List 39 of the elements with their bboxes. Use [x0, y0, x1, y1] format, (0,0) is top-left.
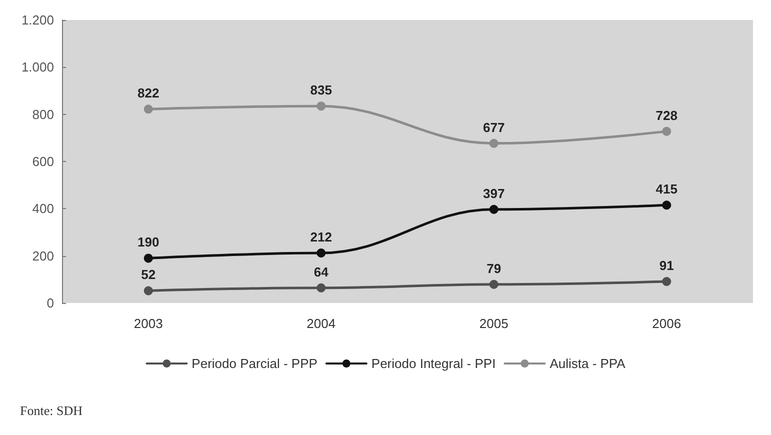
data-label: 212	[310, 230, 332, 245]
point	[662, 126, 672, 136]
data-label: 728	[656, 108, 678, 123]
data-label: 822	[138, 86, 160, 101]
data-label: 91	[659, 258, 674, 274]
x-tick-label: 2005	[479, 316, 508, 331]
y-tick-label: 400	[32, 201, 54, 216]
point	[489, 280, 498, 289]
x-tick-label: 2006	[652, 316, 682, 331]
legend-label: Aulista - PPA	[550, 356, 626, 371]
data-label: 79	[486, 260, 502, 276]
point	[144, 254, 153, 263]
data-label: 190	[138, 234, 160, 250]
y-tick-label: 800	[32, 106, 54, 122]
y-tick-label: 1.200	[21, 12, 54, 28]
x-tick-label: 2003	[134, 316, 163, 331]
data-label: 835	[310, 82, 332, 98]
data-label: 677	[483, 120, 505, 135]
point	[489, 204, 498, 214]
point	[316, 248, 326, 258]
point	[316, 283, 326, 292]
legend-label: Periodo Parcial - PPP	[192, 356, 318, 371]
legend-label: Periodo Integral - PPI	[371, 356, 496, 371]
y-tick-label: 600	[32, 154, 54, 169]
data-label: 415	[656, 182, 678, 197]
point	[144, 286, 153, 296]
source-note: Fonte: SDH	[20, 403, 82, 418]
point	[662, 200, 672, 210]
data-label: 52	[141, 267, 156, 282]
data-label: 64	[314, 264, 330, 280]
y-tick-label: 0	[46, 296, 54, 310]
point	[489, 138, 498, 148]
point	[662, 277, 672, 286]
data-label: 397	[483, 186, 505, 201]
x-tick-label: 2004	[306, 316, 336, 331]
point	[316, 102, 326, 111]
y-tick-label: 1.000	[21, 60, 54, 75]
point	[144, 104, 153, 114]
y-tick-label: 200	[32, 248, 54, 264]
